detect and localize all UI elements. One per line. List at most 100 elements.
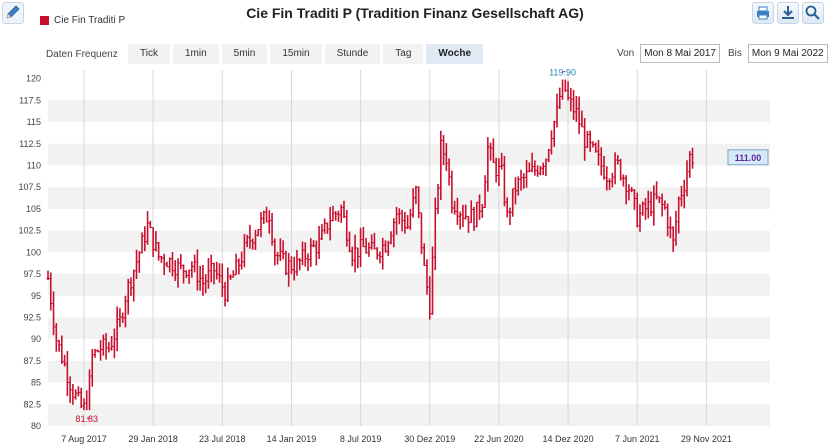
- ohlc-bar: [458, 211, 462, 230]
- ohlc-bar: [82, 398, 86, 411]
- from-label: Von: [617, 48, 635, 59]
- ohlc-bar: [265, 206, 269, 223]
- ohlc-bar: [251, 238, 255, 250]
- print-button[interactable]: [752, 2, 774, 24]
- ohlc-bar: [184, 270, 188, 279]
- grid-band: [48, 100, 770, 123]
- ohlc-bar: [359, 227, 363, 267]
- ohlc-bar: [527, 162, 531, 173]
- zoom-button[interactable]: [802, 2, 824, 24]
- ohlc-bar: [179, 254, 183, 270]
- x-tick-label: 7 Jun 2021: [615, 434, 660, 444]
- ohlc-bar: [331, 205, 335, 222]
- x-tick-label: 23 Jul 2018: [199, 434, 246, 444]
- ohlc-bar: [599, 147, 603, 176]
- ohlc-bar: [262, 210, 266, 225]
- to-date-input[interactable]: Mon 9 Mai 2022: [747, 44, 828, 63]
- ohlc-bar: [370, 234, 374, 250]
- freq-stunde-button[interactable]: Stunde: [324, 44, 381, 64]
- grid-band: [48, 274, 770, 296]
- ohlc-bar: [411, 188, 415, 218]
- ohlc-bar: [298, 257, 302, 271]
- ohlc-bar: [123, 295, 127, 328]
- ohlc-bar: [157, 242, 161, 261]
- ohlc-bar: [483, 175, 487, 209]
- ohlc-bar: [679, 185, 683, 207]
- ohlc-bar: [419, 212, 423, 255]
- freq-tick-button[interactable]: Tick: [128, 44, 170, 64]
- ohlc-bar: [519, 169, 523, 191]
- ohlc-bar: [140, 232, 144, 254]
- ohlc-bar: [621, 174, 625, 187]
- ohlc-bar: [364, 238, 368, 254]
- ohlc-bar: [491, 138, 495, 163]
- ohlc-bar: [215, 261, 219, 280]
- ohlc-bar: [314, 240, 318, 266]
- freq-tag-button[interactable]: Tag: [383, 44, 424, 64]
- ohlc-bar: [118, 308, 122, 328]
- ohlc-bar: [170, 252, 174, 277]
- ohlc-bar: [381, 237, 385, 270]
- ohlc-bar: [300, 241, 304, 266]
- ohlc-bar: [112, 328, 116, 359]
- edit-pencil-button[interactable]: [2, 2, 24, 24]
- ohlc-bar: [431, 246, 435, 315]
- ohlc-bar: [663, 200, 667, 210]
- ohlc-bar: [466, 215, 470, 233]
- freq-woche-button[interactable]: Woche: [426, 44, 484, 64]
- ohlc-bar: [383, 240, 387, 253]
- ohlc-bar: [547, 148, 551, 163]
- ohlc-bar: [505, 197, 509, 218]
- download-button[interactable]: [777, 2, 799, 24]
- ohlc-bar: [220, 263, 224, 298]
- grid-band: [48, 143, 770, 166]
- ohlc-bar: [312, 240, 316, 248]
- ohlc-bar: [685, 160, 689, 197]
- ohlc-bar: [668, 216, 672, 239]
- ohlc-bar: [616, 155, 620, 165]
- ohlc-bar: [489, 142, 493, 161]
- ohlc-bar: [372, 232, 376, 250]
- ohlc-bar: [148, 220, 152, 229]
- ohlc-bar: [317, 225, 321, 259]
- x-tick-label: 22 Jun 2020: [474, 434, 524, 444]
- y-tick-label: 87.5: [23, 356, 41, 366]
- ohlc-bar: [655, 181, 659, 200]
- ohlc-bar: [201, 264, 205, 296]
- ohlc-bar: [574, 96, 578, 122]
- ohlc-bar: [218, 263, 222, 283]
- freq-1min-button[interactable]: 1min: [172, 44, 219, 64]
- ohlc-bar: [577, 96, 581, 135]
- ohlc-bar: [494, 157, 498, 183]
- ohlc-bar: [511, 188, 515, 217]
- ohlc-bar: [146, 211, 150, 245]
- ohlc-bar: [129, 277, 133, 296]
- ohlc-bar: [65, 351, 69, 396]
- chart-title: Cie Fin Traditi P (Tradition Finanz Gese…: [246, 5, 584, 21]
- ohlc-bar: [605, 166, 609, 191]
- ohlc-bar: [63, 354, 67, 367]
- ohlc-bar: [530, 152, 534, 173]
- ohlc-bar: [433, 197, 437, 271]
- ohlc-bar: [439, 130, 443, 201]
- last-value-badge: [727, 149, 769, 166]
- from-date-input[interactable]: Mon 8 Mai 2017: [640, 44, 720, 63]
- ohlc-bar: [273, 238, 277, 266]
- ohlc-bar: [536, 165, 540, 177]
- ohlc-bar: [90, 348, 94, 387]
- ohlc-bar: [638, 204, 642, 232]
- ohlc-bar: [502, 155, 506, 207]
- ohlc-bar: [132, 269, 136, 302]
- freq-15min-button[interactable]: 15min: [270, 44, 322, 64]
- ohlc-bar: [334, 211, 338, 221]
- ohlc-bar: [306, 253, 310, 272]
- freq-5min-button[interactable]: 5min: [221, 44, 268, 64]
- ohlc-bar: [453, 200, 457, 215]
- ohlc-bar: [533, 160, 537, 176]
- ohlc-bar: [627, 184, 631, 201]
- legend[interactable]: Cie Fin Traditi P: [40, 15, 125, 26]
- ohlc-bar: [649, 191, 653, 217]
- y-tick-label: 110: [27, 161, 41, 171]
- ohlc-bar: [613, 152, 617, 185]
- ohlc-bar: [190, 261, 194, 278]
